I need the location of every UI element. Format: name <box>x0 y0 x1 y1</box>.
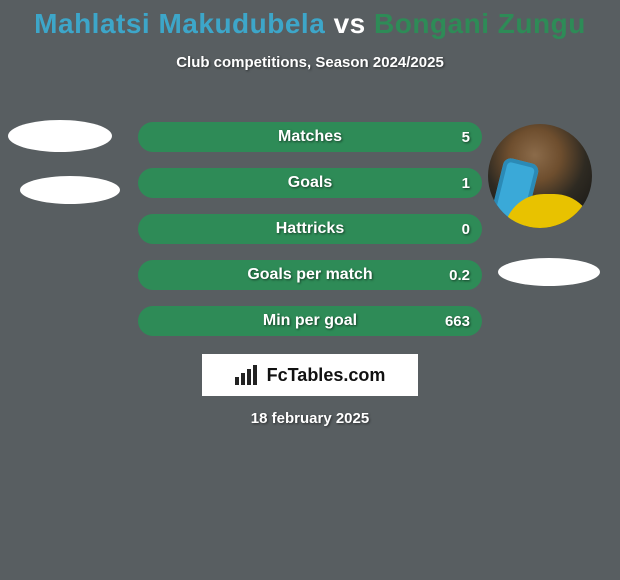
stat-bar-value-right: 0.2 <box>449 260 470 290</box>
branding-box: FcTables.com <box>202 354 418 396</box>
player2-name: Bongani Zungu <box>374 8 586 39</box>
stat-bar-value-right: 0 <box>462 214 470 244</box>
stat-bar-label: Goals <box>138 168 482 198</box>
comparison-canvas: Mahlatsi Makudubela vs Bongani Zungu Clu… <box>0 0 620 580</box>
stat-bar-label: Min per goal <box>138 306 482 336</box>
stat-bar: Hattricks0 <box>138 214 482 244</box>
player2-club-badge <box>498 258 600 286</box>
page-title: Mahlatsi Makudubela vs Bongani Zungu <box>0 0 620 40</box>
stat-bars: Matches5Goals1Hattricks0Goals per match0… <box>138 122 482 352</box>
stat-bar-label: Hattricks <box>138 214 482 244</box>
stat-bar-value-right: 1 <box>462 168 470 198</box>
stat-bar: Min per goal663 <box>138 306 482 336</box>
stat-bar-value-right: 663 <box>445 306 470 336</box>
subtitle: Club competitions, Season 2024/2025 <box>0 54 620 71</box>
player1-club-badge <box>20 176 120 204</box>
branding-text: FcTables.com <box>267 365 386 386</box>
vs-label: vs <box>334 8 366 39</box>
player1-avatar <box>8 120 112 152</box>
stat-bar-label: Matches <box>138 122 482 152</box>
stat-bar-value-right: 5 <box>462 122 470 152</box>
stat-bar: Goals per match0.2 <box>138 260 482 290</box>
player1-name: Mahlatsi Makudubela <box>34 8 325 39</box>
player2-avatar <box>488 124 592 228</box>
stat-bar: Goals1 <box>138 168 482 198</box>
stat-bar: Matches5 <box>138 122 482 152</box>
stat-bar-label: Goals per match <box>138 260 482 290</box>
date-label: 18 february 2025 <box>0 410 620 427</box>
branding-chart-icon <box>235 365 261 385</box>
